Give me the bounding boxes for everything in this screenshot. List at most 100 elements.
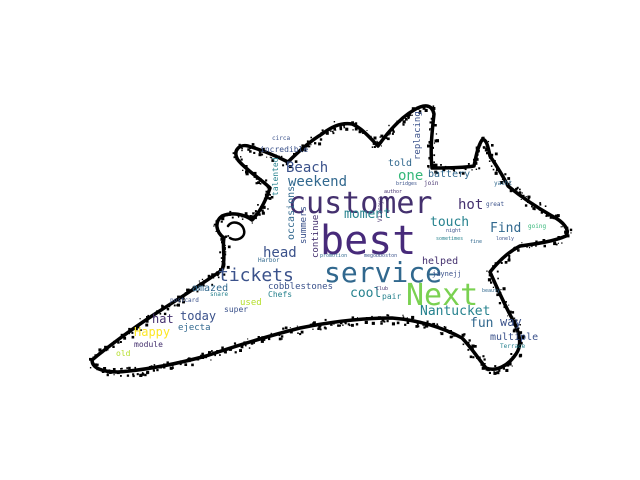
outline-speckle xyxy=(449,330,452,333)
outline-speckle xyxy=(376,141,380,145)
word-going: going xyxy=(528,223,546,230)
outline-speckle xyxy=(95,354,99,357)
outline-speckle xyxy=(201,278,204,281)
outline-speckle xyxy=(435,133,438,135)
outline-speckle xyxy=(500,292,502,294)
outline-speckle xyxy=(388,124,390,127)
outline-speckle xyxy=(402,123,405,126)
outline-speckle xyxy=(380,322,383,325)
outline-speckle xyxy=(146,316,148,318)
outline-speckle xyxy=(369,135,372,139)
outline-speckle xyxy=(468,339,471,342)
word-fun: fun xyxy=(470,316,493,331)
outline-speckle xyxy=(289,165,292,169)
outline-speckle xyxy=(503,305,507,309)
outline-speckle xyxy=(474,161,478,165)
outline-speckle xyxy=(141,372,144,374)
outline-speckle xyxy=(518,332,521,335)
outline-speckle xyxy=(432,322,436,326)
outline-speckle xyxy=(247,215,249,216)
outline-speckle xyxy=(566,234,570,238)
outline-speckle xyxy=(257,336,260,339)
outline-speckle xyxy=(490,275,493,278)
outline-speckle xyxy=(502,287,506,291)
outline-speckle xyxy=(134,327,138,331)
outline-speckle xyxy=(530,243,533,245)
outline-speckle xyxy=(192,286,195,289)
outline-speckle xyxy=(352,123,355,126)
outline-speckle xyxy=(379,136,381,138)
outline-speckle xyxy=(553,217,555,220)
outline-speckle xyxy=(199,282,201,284)
outline-speckle xyxy=(105,349,108,352)
outline-speckle xyxy=(509,181,511,183)
outline-speckle xyxy=(400,118,403,121)
word-terrace: Terrace xyxy=(500,343,526,350)
outline-speckle xyxy=(235,150,237,152)
outline-speckle xyxy=(257,177,259,180)
outline-speckle xyxy=(339,321,343,325)
outline-speckle xyxy=(208,351,211,354)
outline-speckle xyxy=(333,121,336,123)
word-cobblestones: cobblestones xyxy=(268,282,333,292)
outline-speckle xyxy=(197,284,200,286)
outline-speckle xyxy=(94,363,98,366)
outline-speckle xyxy=(198,288,200,290)
outline-speckle xyxy=(176,361,180,364)
outline-speckle xyxy=(225,251,227,253)
outline-speckle xyxy=(449,335,453,339)
outline-speckle xyxy=(507,258,511,262)
word-nantucket: Nantucket xyxy=(420,304,490,319)
outline-speckle xyxy=(337,324,340,327)
word-next: Next xyxy=(406,278,478,313)
outline-speckle xyxy=(433,142,436,144)
outline-speckle xyxy=(516,186,519,189)
outline-speckle xyxy=(432,105,435,107)
outline-speckle xyxy=(463,333,466,336)
outline-speckle xyxy=(555,243,558,246)
outline-speckle xyxy=(482,355,485,358)
outline-speckle xyxy=(342,324,344,326)
outline-speckle xyxy=(221,217,225,221)
outline-speckle xyxy=(267,208,269,210)
word-harbor: Harbor xyxy=(258,257,280,264)
outline-speckle xyxy=(324,318,327,321)
outline-speckle xyxy=(404,323,407,326)
outline-speckle xyxy=(557,242,559,244)
outline-speckle xyxy=(417,108,420,110)
outline-speckle xyxy=(472,348,474,350)
outline-speckle xyxy=(227,235,230,237)
outline-speckle xyxy=(373,145,376,148)
outline-speckle xyxy=(113,374,115,376)
outline-speckle xyxy=(268,337,271,341)
outline-speckle xyxy=(256,212,257,214)
outline-speckle xyxy=(298,150,300,152)
outline-speckle xyxy=(235,157,239,161)
outline-speckle xyxy=(462,343,465,346)
outline-speckle xyxy=(283,159,285,161)
outline-speckle xyxy=(141,373,145,376)
outline-speckle xyxy=(216,350,219,353)
word-pair: pair xyxy=(382,292,401,301)
outline-speckle xyxy=(371,315,373,318)
outline-speckle xyxy=(475,158,479,161)
outline-speckle xyxy=(224,244,226,246)
outline-speckle xyxy=(415,325,419,328)
outline-speckle xyxy=(380,145,382,147)
outline-speckle xyxy=(219,268,222,272)
outline-speckle xyxy=(332,130,334,133)
outline-speckle xyxy=(411,114,413,116)
outline-speckle xyxy=(556,216,559,218)
outline-speckle xyxy=(112,345,115,348)
outline-speckle xyxy=(269,193,271,196)
outline-speckle xyxy=(308,145,311,148)
outline-speckle xyxy=(213,277,215,279)
outline-speckle xyxy=(366,130,368,131)
outline-speckle xyxy=(171,362,174,365)
outline-speckle xyxy=(504,173,507,176)
outline-speckle xyxy=(139,373,143,377)
outline-speckle xyxy=(271,333,275,336)
outline-speckle xyxy=(391,322,395,326)
outline-speckle xyxy=(242,169,244,171)
outline-speckle xyxy=(266,186,269,189)
